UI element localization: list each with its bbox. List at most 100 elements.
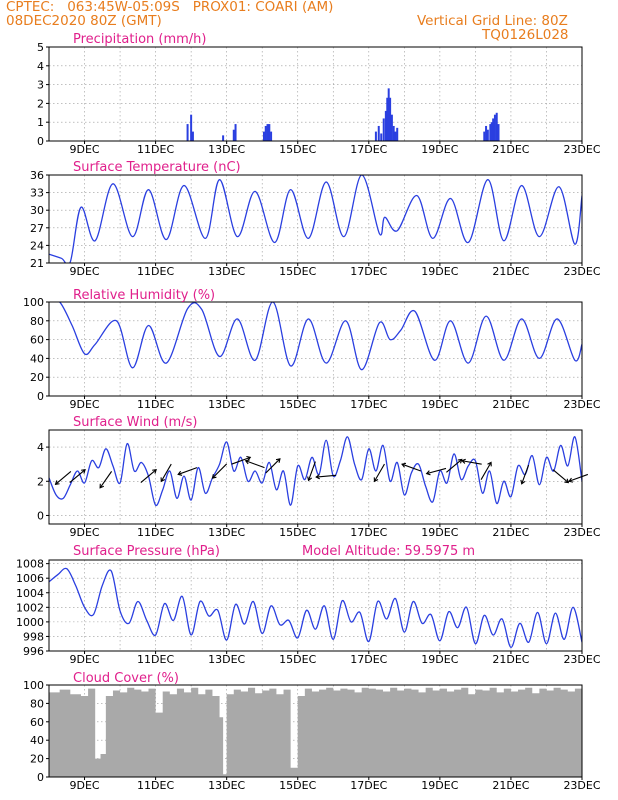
precip-bar <box>489 124 492 141</box>
wind-arrow-head <box>177 470 183 476</box>
pressure-title: Surface Pressure (hPa) <box>73 544 220 559</box>
wind-arrow <box>426 467 447 475</box>
precipitation-xtick-label: 23DEC <box>563 143 600 156</box>
humidity-frame <box>48 301 583 397</box>
cloud-ytick-label: 60 <box>30 716 44 729</box>
precip-bar <box>396 127 399 141</box>
precip-bar <box>389 97 392 141</box>
humidity-xtick-label: 13DEC <box>208 398 245 411</box>
wind-arrow-head <box>315 474 321 480</box>
wind-arrow <box>231 456 251 465</box>
temperature-series-line <box>49 175 582 263</box>
pressure-annotation: Model Altitude: 59.5975 m <box>302 544 475 559</box>
precip-bar <box>495 112 498 141</box>
precip-bar <box>191 131 194 141</box>
pressure-ytick-label: 998 <box>23 630 44 643</box>
temperature-xtick-label: 13DEC <box>208 265 245 278</box>
wind-arrow-head <box>211 474 217 479</box>
cloud-ytick-label: 20 <box>30 753 44 766</box>
header-line1: CPTEC: 063:45W-05:09S PROX01: COARI (AM) <box>6 0 334 15</box>
cloud-xtick-label: 23DEC <box>563 779 600 792</box>
wind-arrow <box>308 461 316 481</box>
pressure-xtick-label: 21DEC <box>492 653 529 666</box>
precip-bar <box>266 124 269 141</box>
pressure-xtick-label: 23DEC <box>563 653 600 666</box>
wind-xtick-label: 11DEC <box>137 526 174 539</box>
wind-arrow <box>568 473 589 482</box>
temperature-xtick-label: 19DEC <box>421 265 458 278</box>
temperature-xtick-label: 21DEC <box>492 265 529 278</box>
wind-arrow-head <box>99 483 105 489</box>
pressure-ytick-label: 1008 <box>16 558 44 571</box>
humidity-xtick-label: 19DEC <box>421 398 458 411</box>
cloud-ytick-label: 80 <box>30 697 44 710</box>
precip-bar <box>190 114 193 141</box>
pressure-xtick-label: 15DEC <box>279 653 316 666</box>
pressure-xtick-label: 11DEC <box>137 653 174 666</box>
precip-bar <box>384 110 387 141</box>
pressure-ytick-label: 1004 <box>16 587 44 600</box>
cloud-cover-area <box>49 687 582 777</box>
wind-arrow <box>480 462 492 480</box>
temperature-ytick-label: 27 <box>30 222 44 235</box>
wind-arrow-head <box>425 470 431 476</box>
pressure-ytick-label: 1000 <box>16 616 44 629</box>
wind-xtick-label: 17DEC <box>350 526 387 539</box>
precip-bar <box>392 125 395 141</box>
wind-arrow <box>373 463 385 482</box>
precip-bar <box>387 88 390 141</box>
wind-xtick-label: 19DEC <box>421 526 458 539</box>
precipitation-ytick-label: 1 <box>37 116 44 129</box>
header-line2: 08DEC2020 80Z (GMT) <box>6 13 162 29</box>
wind-title: Surface Wind (m/s) <box>73 415 197 430</box>
precipitation-title: Precipitation (mm/h) <box>73 32 206 47</box>
wind-arrow <box>212 463 228 479</box>
temperature-frame <box>48 174 583 264</box>
pressure-ytick-label: 1002 <box>16 601 44 614</box>
pressure-frame <box>48 559 583 652</box>
wind-arrow-head <box>564 478 570 484</box>
wind-arrow <box>69 469 86 483</box>
wind-arrow <box>461 460 482 465</box>
precipitation-xtick-label: 19DEC <box>421 143 458 156</box>
precip-bar <box>490 122 493 141</box>
temperature-xtick-label: 9DEC <box>69 265 99 278</box>
temperature-ytick-label: 21 <box>30 257 44 270</box>
humidity-xtick-label: 15DEC <box>279 398 316 411</box>
wind-frame <box>48 429 583 525</box>
precipitation-ytick-label: 3 <box>37 79 44 92</box>
cloud-xtick-label: 11DEC <box>137 779 174 792</box>
precipitation-xtick-label: 17DEC <box>350 143 387 156</box>
wind-arrow <box>401 463 422 472</box>
wind-arrow <box>521 464 530 485</box>
wind-arrow <box>245 460 265 469</box>
wind-ytick-label: 2 <box>37 475 44 488</box>
temperature-xtick-label: 15DEC <box>279 265 316 278</box>
cloud-frame <box>48 684 583 778</box>
wind-arrow-head <box>275 458 281 463</box>
precip-bar <box>390 114 393 141</box>
temperature-xtick-label: 17DEC <box>350 265 387 278</box>
precipitation-ytick-label: 5 <box>37 41 44 54</box>
wind-arrow-head <box>81 469 86 474</box>
pressure-xtick-label: 19DEC <box>421 653 458 666</box>
precip-bar <box>386 97 389 141</box>
precip-bar <box>186 124 189 141</box>
pressure-xtick-label: 9DEC <box>69 653 99 666</box>
wind-arrow-head <box>246 455 252 461</box>
wind-series-line <box>49 436 582 507</box>
pressure-xtick-label: 13DEC <box>208 653 245 666</box>
pressure-xtick-label: 17DEC <box>350 653 387 666</box>
humidity-ytick-label: 100 <box>23 296 44 309</box>
wind-ytick-label: 0 <box>37 509 44 522</box>
wind-arrow <box>160 463 172 482</box>
cloud-xtick-label: 9DEC <box>69 779 99 792</box>
humidity-xtick-label: 17DEC <box>350 398 387 411</box>
wind-xtick-label: 21DEC <box>492 526 529 539</box>
humidity-ytick-label: 20 <box>30 371 44 384</box>
wind-arrow-head <box>307 476 313 482</box>
precip-bar <box>234 124 237 141</box>
precip-bar <box>262 131 265 141</box>
precip-bar <box>222 135 225 141</box>
